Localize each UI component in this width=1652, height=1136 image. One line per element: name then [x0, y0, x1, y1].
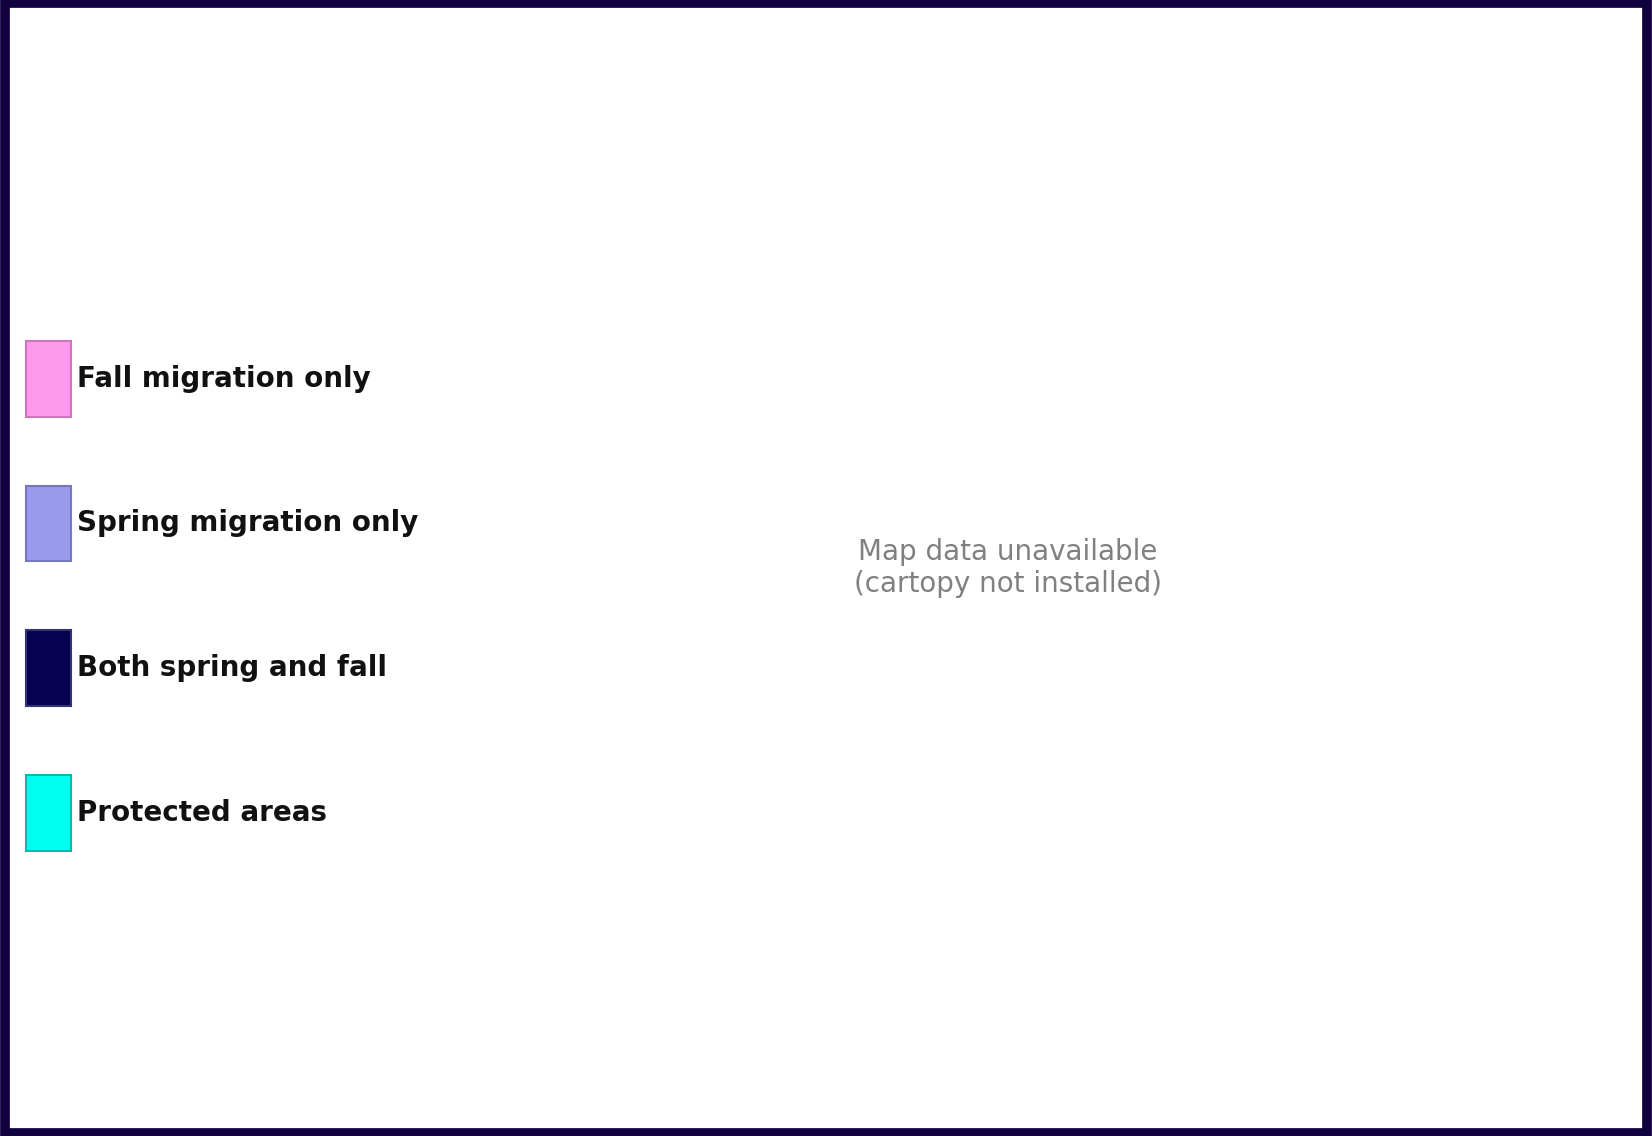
FancyBboxPatch shape: [26, 485, 71, 561]
FancyBboxPatch shape: [26, 341, 71, 417]
Text: Fall migration only: Fall migration only: [76, 365, 370, 393]
Text: Protected areas: Protected areas: [76, 799, 327, 827]
FancyBboxPatch shape: [26, 775, 71, 851]
Text: Both spring and fall: Both spring and fall: [76, 654, 387, 683]
Text: Spring migration only: Spring migration only: [76, 509, 418, 537]
Text: Map data unavailable
(cartopy not installed): Map data unavailable (cartopy not instal…: [854, 537, 1161, 599]
FancyBboxPatch shape: [26, 630, 71, 707]
